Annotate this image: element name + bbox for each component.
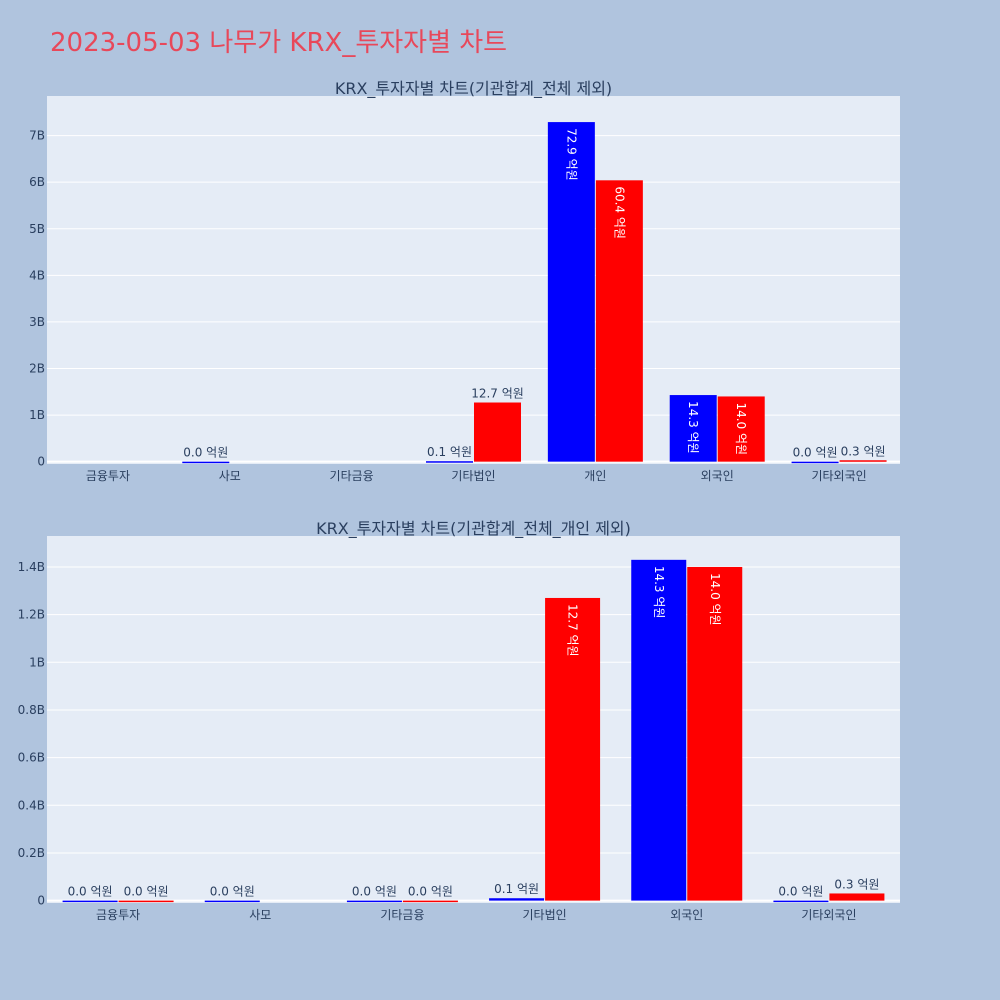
sell-bar (717, 396, 765, 462)
x-tick-label: 외국인 (670, 908, 703, 922)
data-label: 0.3 억원 (841, 444, 886, 458)
y-tick-label: 0.2B (18, 846, 45, 860)
y-tick-label: 0.8B (18, 703, 45, 717)
buy-bar (346, 900, 402, 903)
y-tick-label: 1.2B (18, 608, 45, 622)
data-label: 0.0 억원 (124, 885, 169, 899)
data-label: 12.7 억원 (471, 387, 524, 401)
y-tick-label: 7B (29, 129, 45, 143)
chart-title: KRX_투자자별 차트(기관합계_전체 제외) (335, 79, 612, 99)
x-tick-label: 외국인 (701, 469, 734, 483)
sell-bar (687, 566, 743, 901)
data-label: 0.0 억원 (778, 885, 823, 899)
y-tick-label: 4B (29, 268, 45, 282)
buy-bar (773, 900, 829, 903)
sell-bar (474, 402, 521, 462)
data-label: 0.0 억원 (68, 885, 113, 899)
buy-bar (631, 559, 687, 901)
sell-bar (839, 460, 887, 462)
y-tick-label: 3B (29, 315, 45, 329)
data-label: 0.0 억원 (408, 885, 453, 899)
data-label: 0.3 억원 (834, 877, 879, 891)
sell-bar (545, 597, 601, 901)
data-label: 0.1 억원 (427, 445, 472, 459)
x-tick-label: 기타법인 (451, 469, 495, 483)
y-tick-label: 0 (37, 894, 45, 908)
x-tick-label: 기타금융 (380, 908, 424, 922)
y-tick-label: 0 (37, 455, 45, 469)
data-label: 12.7 억원 (566, 604, 580, 657)
sell-bar (829, 893, 885, 901)
data-label: 0.1 억원 (494, 882, 539, 896)
sell-bar (595, 180, 643, 462)
data-label: 0.0 억원 (793, 446, 838, 460)
data-label: 14.3 억원 (686, 401, 700, 454)
x-tick-label: 기타외국인 (811, 469, 866, 483)
data-label: 72.9 억원 (564, 128, 578, 181)
y-tick-label: 6B (29, 175, 45, 189)
y-tick-label: 1B (29, 408, 45, 422)
buy-bar (669, 395, 717, 462)
data-label: 0.0 억원 (183, 446, 228, 460)
x-tick-label: 기타금융 (330, 469, 374, 483)
data-label: 14.0 억원 (734, 402, 748, 455)
buy-bar (204, 900, 260, 903)
x-tick-label: 사모 (249, 908, 271, 922)
plot-area (47, 536, 900, 903)
x-tick-label: 기타외국인 (801, 908, 856, 922)
y-tick-label: 1B (29, 655, 45, 669)
y-tick-label: 1.4B (18, 560, 45, 574)
data-label: 60.4 억원 (612, 186, 626, 239)
y-tick-label: 0.6B (18, 751, 45, 765)
y-tick-label: 2B (29, 362, 45, 376)
buy-bar (489, 898, 545, 901)
buy-bar (62, 900, 118, 903)
x-tick-label: 개인 (584, 469, 606, 483)
sell-bar (118, 900, 174, 903)
buy-bar (547, 122, 595, 462)
y-tick-label: 0.4B (18, 798, 45, 812)
chart-title: KRX_투자자별 차트(기관합계_전체_개인 제외) (316, 519, 631, 539)
y-tick-label: 5B (29, 222, 45, 236)
x-tick-label: 사모 (219, 469, 241, 483)
data-label: 14.3 억원 (652, 566, 666, 619)
page-title: 2023-05-03 나무가 KRX_투자자별 차트 (50, 28, 508, 58)
data-label: 0.0 억원 (210, 885, 255, 899)
x-tick-label: 금융투자 (86, 469, 130, 483)
sell-bar (402, 900, 458, 903)
data-label: 0.0 억원 (352, 885, 397, 899)
buy-bar (426, 461, 473, 463)
buy-bar (182, 461, 230, 464)
x-tick-label: 금융투자 (96, 908, 140, 922)
x-tick-label: 기타법인 (522, 908, 566, 922)
data-label: 14.0 억원 (708, 573, 722, 626)
bar-chart-all: KRX_투자자별 차트(기관합계_전체 제외) 0 1B 2B 3B 4B 5B 6B 7B 금융… (29, 79, 900, 483)
buy-bar (791, 461, 839, 464)
